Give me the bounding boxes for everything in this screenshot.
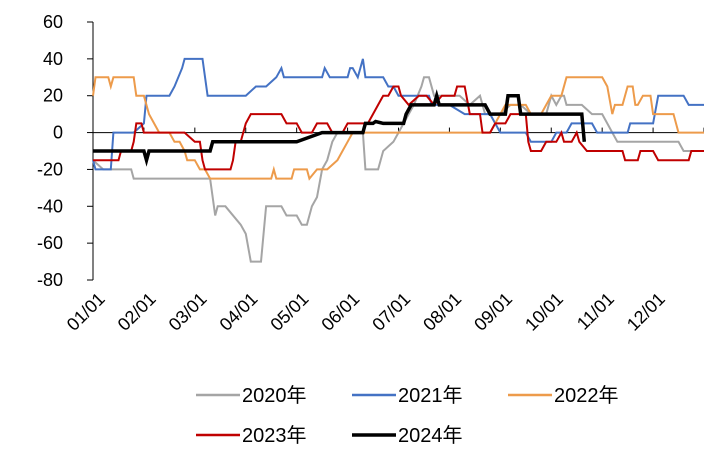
legend-label-5: 2024年	[398, 424, 463, 447]
y-tick-label: -20	[37, 159, 63, 179]
legend-label-2: 2021年	[398, 384, 463, 407]
x-tick-label: 05/01	[267, 289, 313, 335]
series-line-2	[92, 57, 704, 171]
legend-label-1: 2020年	[242, 384, 307, 407]
series-line-1	[92, 76, 704, 263]
y-tick-label: -60	[37, 233, 63, 253]
y-tick-label: 20	[43, 86, 63, 106]
legend-label-4: 2023年	[242, 424, 307, 447]
series-layer	[92, 57, 704, 263]
y-tick-label: 40	[43, 49, 63, 69]
x-axis: 01/01 02/01 03/01 04/01 05/01 06/01 07/01 08/01…	[63, 127, 704, 335]
x-tick-label: 11/01	[573, 289, 618, 334]
x-tick-label: 08/01	[419, 289, 465, 335]
x-tick-label: 06/01	[317, 289, 363, 335]
x-tick-label: 03/01	[165, 289, 211, 335]
legend-label-3: 2022年	[554, 384, 619, 407]
x-tick-label: 07/01	[368, 289, 414, 335]
x-tick-label: 12/01	[623, 289, 669, 335]
y-axis: 60 40 20 0 -20 -40 -60 -80	[37, 12, 94, 290]
x-tick-label: 09/01	[470, 289, 516, 335]
series-line-5	[93, 89, 587, 167]
x-tick-label: 04/01	[216, 289, 262, 335]
y-tick-label: 60	[43, 12, 63, 32]
y-tick-label: -40	[37, 196, 63, 216]
series-line-4	[93, 85, 704, 171]
y-tick-label: -80	[37, 270, 63, 290]
x-tick-label: 10/01	[521, 289, 567, 335]
legend: 2020年 2021年 2022年 2023年 2024年	[196, 384, 619, 447]
x-tick-label: 01/01	[63, 289, 109, 335]
x-tick-label: 02/01	[114, 289, 160, 335]
series-line-3	[92, 76, 704, 181]
y-tick-label: 0	[53, 123, 63, 143]
